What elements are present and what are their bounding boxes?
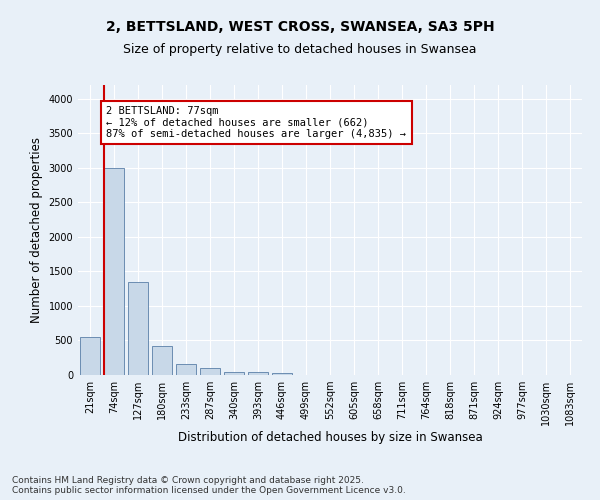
Bar [176,364,196,375]
Y-axis label: Number of detached properties: Number of detached properties [30,137,43,323]
Bar [80,337,100,375]
Bar [128,282,148,375]
X-axis label: Distribution of detached houses by size in Swansea: Distribution of detached houses by size … [178,430,482,444]
Bar [104,168,124,375]
Bar [272,374,292,375]
Bar [200,368,220,375]
Text: 2, BETTSLAND, WEST CROSS, SWANSEA, SA3 5PH: 2, BETTSLAND, WEST CROSS, SWANSEA, SA3 5… [106,20,494,34]
Bar [248,372,268,375]
Bar [224,372,244,375]
Text: 2 BETTSLAND: 77sqm
← 12% of detached houses are smaller (662)
87% of semi-detach: 2 BETTSLAND: 77sqm ← 12% of detached hou… [106,106,406,139]
Bar [152,346,172,375]
Text: Contains HM Land Registry data © Crown copyright and database right 2025.
Contai: Contains HM Land Registry data © Crown c… [12,476,406,495]
Text: Size of property relative to detached houses in Swansea: Size of property relative to detached ho… [123,42,477,56]
